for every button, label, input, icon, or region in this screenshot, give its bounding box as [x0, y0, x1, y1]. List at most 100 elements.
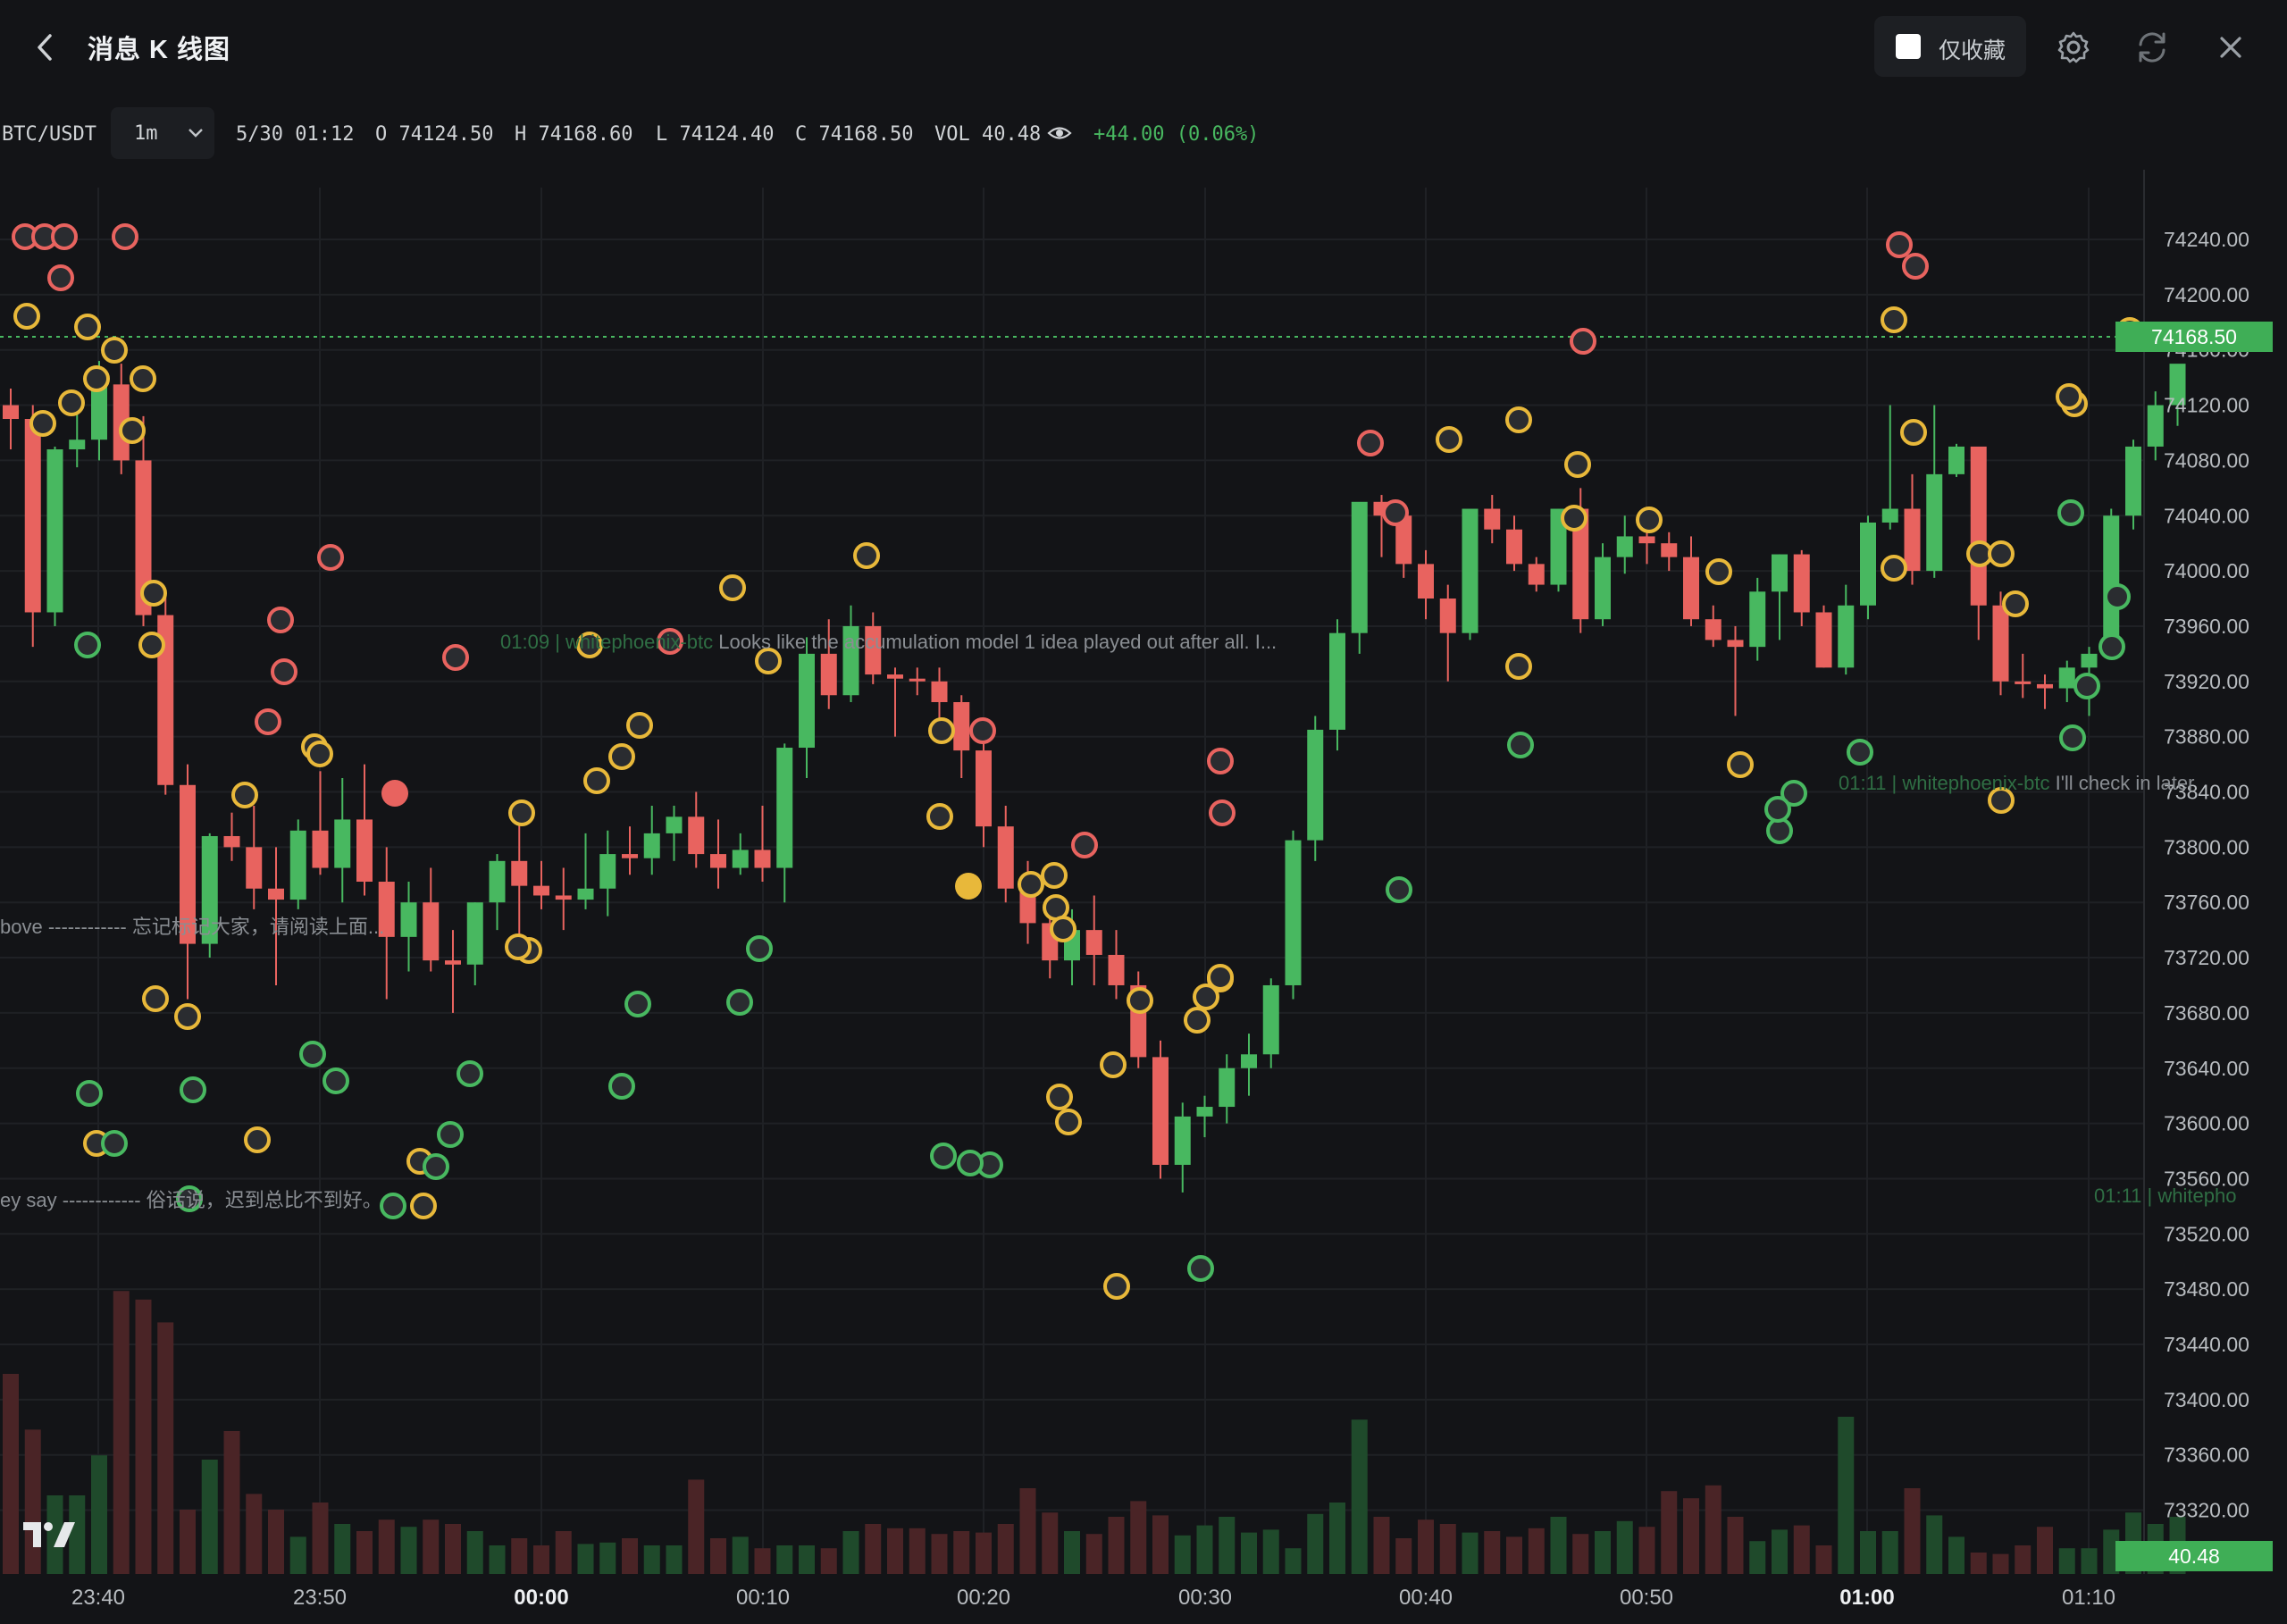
time-axis-label: 00:30: [1178, 1586, 1232, 1610]
candle-body: [489, 860, 506, 903]
time-axis-label: 00:00: [514, 1586, 568, 1610]
tradingview-logo: [23, 1522, 75, 1547]
message-marker: [576, 632, 603, 658]
message-marker: [380, 1193, 406, 1219]
candle-body: [1904, 508, 1921, 572]
volume-bar: [909, 1528, 926, 1574]
volume-bar: [1174, 1535, 1191, 1574]
news-item[interactable]: 01:11 | whitepho: [2094, 1185, 2237, 1207]
message-marker: [51, 223, 78, 250]
candle-body: [776, 748, 793, 868]
message-marker: [755, 648, 782, 674]
favorite-only-toggle[interactable]: 仅收藏: [1874, 16, 2026, 77]
news-item[interactable]: 01:09 | whitephoenix-btc Looks like the …: [500, 631, 1278, 653]
candle-body: [3, 405, 19, 420]
volume-bar: [1130, 1501, 1147, 1574]
news-time: 01:09: [500, 631, 550, 653]
candle-body: [732, 850, 749, 868]
candle-body: [1462, 508, 1479, 633]
volume-bar: [1395, 1538, 1412, 1574]
time-axis-label: 00:40: [1399, 1586, 1453, 1610]
close-button[interactable]: [2208, 25, 2253, 70]
volume-bar: [1108, 1517, 1125, 1574]
time-axis: 23:40 23:50 00:00 00:10 00:20 00:30 00:40 00:50…: [71, 1586, 2115, 1610]
message-marker: [583, 767, 610, 794]
candle-body: [820, 653, 837, 696]
volume-bar: [246, 1494, 263, 1574]
candle-body: [511, 860, 528, 886]
price-axis-label: 73680.00: [2164, 1001, 2249, 1025]
message-marker: [101, 1130, 128, 1157]
message-marker: [1193, 984, 1219, 1010]
volume-bar: [842, 1531, 859, 1574]
candle-body: [2081, 653, 2098, 668]
message-marker: [2059, 724, 2086, 751]
message-marker: [1357, 430, 1384, 456]
volume-bar: [533, 1545, 549, 1574]
message-marker: [1727, 751, 1754, 778]
volume-bar: [688, 1479, 705, 1574]
price-axis-label: 73560.00: [2164, 1167, 2249, 1190]
message-marker: [1187, 1255, 1214, 1282]
settings-button[interactable]: [2051, 25, 2096, 70]
candle-body: [378, 882, 395, 937]
message-marker: [306, 741, 333, 767]
message-marker: [657, 628, 683, 655]
candlestick-chart[interactable]: 74240.0074200.0074160.0074120.0074080.00…: [0, 170, 2287, 1624]
eye-icon[interactable]: [1047, 123, 1072, 143]
volume-bar: [1881, 1531, 1898, 1574]
volume-bar: [113, 1291, 130, 1574]
candle-body: [577, 888, 594, 900]
volume-bar: [1152, 1515, 1169, 1574]
message-marker: [1780, 780, 1807, 807]
time-axis-label: 23:50: [293, 1586, 347, 1610]
candle-body: [1528, 564, 1545, 585]
favorite-only-checkbox[interactable]: [1896, 34, 1921, 59]
message-marker: [1207, 748, 1234, 774]
message-marker: [423, 1153, 449, 1180]
candle-body: [157, 615, 174, 785]
candle-body: [135, 460, 152, 615]
candle-body: [1351, 501, 1368, 633]
volume-bar: [1550, 1517, 1567, 1574]
volume-bar: [799, 1545, 815, 1574]
message-marker: [1050, 916, 1076, 942]
candle-body: [887, 674, 903, 679]
message-marker: [76, 1080, 103, 1107]
candle-body: [2125, 446, 2141, 516]
candle-body: [1881, 508, 1898, 523]
volume-bar: [334, 1524, 351, 1574]
message-marker: [174, 1003, 201, 1030]
message-marker: [244, 1126, 271, 1153]
volume-bar: [1241, 1532, 1257, 1574]
volume-bar: [1307, 1513, 1324, 1574]
message-marker: [1507, 732, 1534, 758]
time-axis-label: 00:20: [957, 1586, 1010, 1610]
ticker-line[interactable]: bove ------------ 忘记标记大家，请阅读上面...: [0, 916, 385, 938]
volume-bar: [820, 1548, 837, 1574]
message-marker: [1902, 253, 1929, 280]
message-marker: [1764, 796, 1791, 823]
candle-body: [289, 830, 306, 900]
news-item[interactable]: 01:11 | whitephoenix-btc I'll check in l…: [1839, 772, 2195, 794]
time-axis-label: 01:10: [2062, 1586, 2115, 1610]
price-axis-label: 73760.00: [2164, 891, 2249, 914]
candle-body: [1085, 930, 1102, 955]
refresh-button[interactable]: [2130, 25, 2174, 70]
volume-bar: [489, 1545, 506, 1574]
volume-bar: [1064, 1531, 1080, 1574]
message-markers: [12, 223, 2143, 1300]
volume-bar: [268, 1510, 284, 1574]
message-marker: [726, 989, 753, 1016]
candle-body: [1329, 632, 1345, 730]
candle-body: [1860, 522, 1876, 606]
back-button[interactable]: [25, 27, 64, 68]
candle-body: [1196, 1107, 1213, 1117]
message-marker: [1881, 306, 1907, 333]
timeframe-select[interactable]: 1m: [111, 107, 214, 159]
candle-body: [1285, 840, 1302, 985]
candle-body: [1506, 529, 1522, 565]
volume-bar: [135, 1299, 152, 1574]
price-axis-label: 74040.00: [2164, 504, 2249, 527]
ticker-line[interactable]: ey say ------------ 俗话说，迟到总比不到好。: [0, 1189, 382, 1211]
